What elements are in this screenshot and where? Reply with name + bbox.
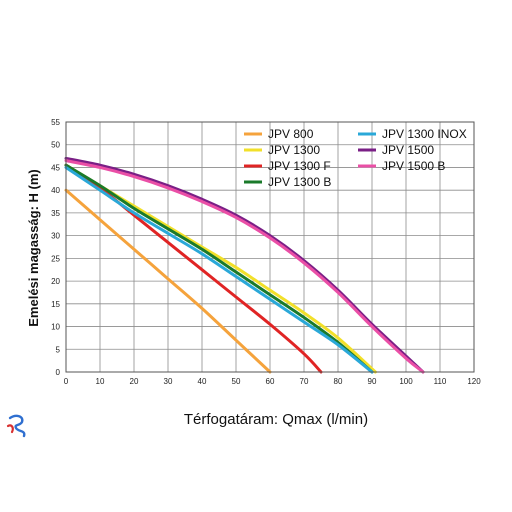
legend-label: JPV 1300 F bbox=[268, 159, 331, 173]
legend-label: JPV 1300 INOX bbox=[382, 127, 467, 141]
x-tick-label: 0 bbox=[64, 377, 69, 386]
y-tick-label: 20 bbox=[51, 277, 60, 286]
series-lines bbox=[64, 156, 425, 374]
y-tick-label: 30 bbox=[51, 232, 60, 241]
series-line-jpv-1300-inox bbox=[64, 165, 374, 374]
x-tick-label: 60 bbox=[266, 377, 275, 386]
series-line-jpv-1500-b bbox=[64, 159, 425, 374]
tick-labels: 0 10 20 30 40 50 60 70 80 90 100 110 120 0 5 10 15 20 25 30… bbox=[51, 118, 481, 386]
legend-label: JPV 1300 bbox=[268, 143, 320, 157]
series-line-jpv-800 bbox=[64, 188, 272, 374]
y-tick-label: 10 bbox=[51, 323, 60, 332]
series-line-jpv-1300-b bbox=[64, 163, 374, 374]
series-line-jpv-1500 bbox=[64, 156, 425, 374]
y-tick-label: 50 bbox=[51, 141, 60, 150]
x-tick-label: 120 bbox=[467, 377, 481, 386]
x-tick-label: 40 bbox=[198, 377, 207, 386]
x-tick-label: 70 bbox=[300, 377, 309, 386]
x-axis-title: Térfogatáram: Qmax (l/min) bbox=[184, 411, 368, 428]
legend: JPV 800 JPV 1300 JPV 1300 F JPV 1300 B JPV 1… bbox=[244, 127, 467, 189]
y-tick-label: 55 bbox=[51, 118, 60, 127]
y-tick-label: 25 bbox=[51, 254, 60, 263]
legend-label: JPV 800 bbox=[268, 127, 314, 141]
y-tick-label: 15 bbox=[51, 300, 60, 309]
x-tick-label: 110 bbox=[434, 377, 447, 386]
x-tick-label: 50 bbox=[232, 377, 241, 386]
brand-logo-icon bbox=[6, 414, 26, 438]
y-tick-label: 5 bbox=[56, 345, 61, 354]
x-tick-label: 90 bbox=[368, 377, 377, 386]
y-axis-title: Emelési magasság: H (m) bbox=[26, 169, 41, 327]
x-tick-label: 10 bbox=[96, 377, 105, 386]
y-tick-label: 0 bbox=[56, 368, 61, 377]
y-tick-label: 40 bbox=[51, 186, 60, 195]
legend-label: JPV 1500 B bbox=[382, 159, 445, 173]
x-tick-label: 30 bbox=[164, 377, 173, 386]
y-tick-label: 45 bbox=[51, 163, 60, 172]
x-tick-label: 20 bbox=[130, 377, 139, 386]
x-tick-label: 80 bbox=[334, 377, 343, 386]
x-tick-label: 100 bbox=[399, 377, 413, 386]
plot-frame bbox=[65, 121, 475, 373]
legend-label: JPV 1300 B bbox=[268, 175, 331, 189]
y-tick-label: 35 bbox=[51, 209, 60, 218]
legend-label: JPV 1500 bbox=[382, 143, 434, 157]
